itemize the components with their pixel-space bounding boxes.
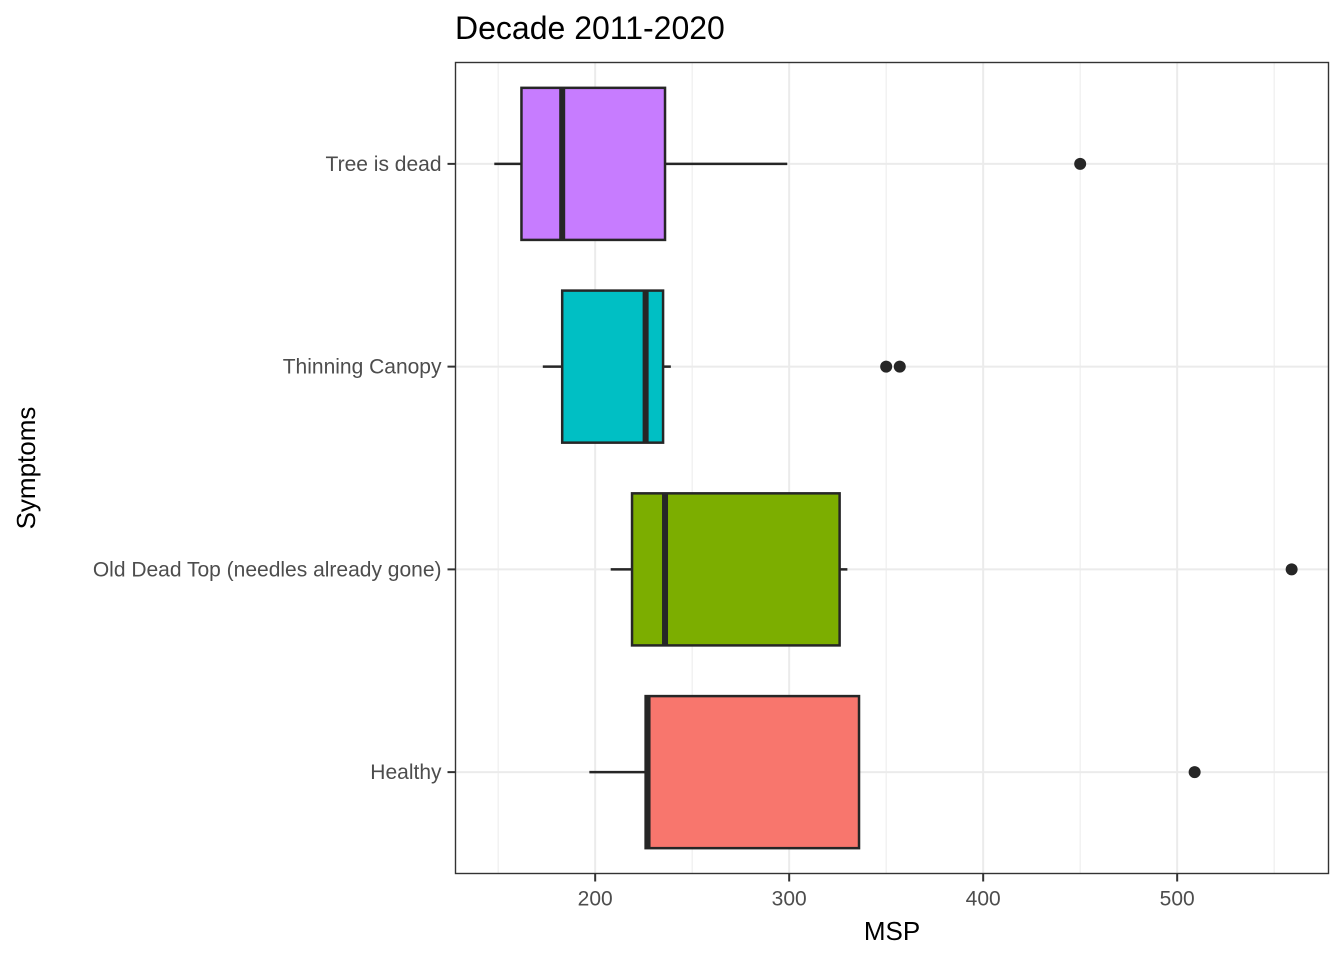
outlier-point xyxy=(1074,157,1087,170)
x-axis: 200 300 400 500 xyxy=(578,873,1195,911)
outlier-point xyxy=(1285,563,1298,576)
x-tick-label: 500 xyxy=(1160,888,1195,911)
x-tick-label: 200 xyxy=(578,888,613,911)
box-iqr xyxy=(520,86,667,242)
y-tick-label: Tree is dead xyxy=(326,153,442,176)
x-tick-label: 400 xyxy=(966,888,1001,911)
x-axis-title: MSP xyxy=(864,916,920,946)
outlier-point xyxy=(880,360,893,373)
y-tick-label: Old Dead Top (needles already gone) xyxy=(93,558,442,581)
outlier-point xyxy=(893,360,906,373)
box-group xyxy=(494,86,1087,242)
y-tick-label: Healthy xyxy=(370,761,442,784)
box-group xyxy=(589,694,1201,850)
y-axis: Healthy Old Dead Top (needles already gon… xyxy=(93,153,456,784)
plot-panel-border xyxy=(454,61,1330,875)
y-axis-title: Symptoms xyxy=(11,407,41,530)
box-iqr xyxy=(644,694,861,850)
y-tick-label: Thinning Canopy xyxy=(283,356,442,379)
x-tick-label: 300 xyxy=(772,888,807,911)
box-group xyxy=(610,492,1298,647)
chart-title: Decade 2011-2020 xyxy=(455,10,725,46)
outlier-point xyxy=(1188,766,1201,779)
boxes xyxy=(494,86,1298,850)
box-group xyxy=(542,289,906,444)
